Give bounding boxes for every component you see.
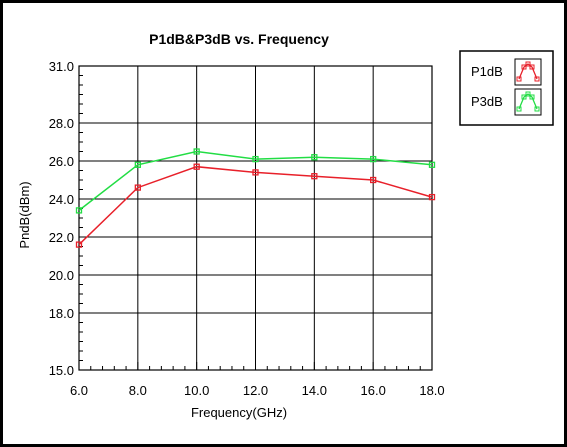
y-tick-label: 20.0 bbox=[49, 268, 74, 283]
y-tick-label: 15.0 bbox=[49, 363, 74, 378]
data-point-p1db bbox=[134, 184, 141, 191]
data-point-p3db bbox=[75, 207, 83, 214]
x-tick-label: 6.0 bbox=[70, 383, 88, 398]
x-axis-label: Frequency(GHz) bbox=[191, 405, 287, 420]
legend-marker-p3db bbox=[529, 94, 535, 100]
legend-marker-p3db bbox=[534, 106, 540, 112]
data-point-p1db bbox=[311, 173, 318, 180]
chart-title: P1dB&P3dB vs. Frequency bbox=[149, 31, 329, 47]
data-point-p1db bbox=[75, 241, 83, 248]
data-point-p1db bbox=[193, 163, 200, 170]
legend-label-p1db: P1dB bbox=[471, 64, 503, 79]
data-point-p3db bbox=[370, 155, 377, 163]
x-tick-label: 10.0 bbox=[184, 383, 209, 398]
data-point-p1db bbox=[252, 169, 259, 176]
y-tick-label: 28.0 bbox=[49, 116, 74, 131]
legend-marker-p1db bbox=[525, 61, 531, 67]
y-tick-label: 18.0 bbox=[49, 306, 74, 321]
x-tick-label: 12.0 bbox=[243, 383, 268, 398]
legend-line-p3db bbox=[518, 93, 538, 110]
data-point-p3db bbox=[193, 148, 200, 155]
y-tick-label: 24.0 bbox=[49, 192, 74, 207]
data-point-p1db bbox=[428, 193, 436, 201]
y-tick-label: 31.0 bbox=[49, 59, 74, 74]
x-tick-label: 8.0 bbox=[129, 383, 147, 398]
legend-marker-p1db bbox=[529, 64, 535, 70]
legend-marker-p1db bbox=[516, 76, 522, 82]
chart: P1dB&P3dB vs. Frequency 15.0 18.0 20.0 22.0… bbox=[17, 31, 554, 420]
data-point-p1db bbox=[370, 176, 377, 184]
legend-line-p1db bbox=[518, 63, 538, 80]
y-tick-label: 26.0 bbox=[49, 154, 74, 169]
legend-marker-p3db bbox=[521, 94, 527, 100]
x-tick-label: 16.0 bbox=[361, 383, 386, 398]
y-tick-label: 22.0 bbox=[49, 230, 74, 245]
x-tick-label: 14.0 bbox=[302, 383, 327, 398]
data-point-p3db bbox=[252, 155, 259, 163]
plot-area: 15.0 18.0 20.0 22.0 24.0 26.0 28.0 31.0 6.0 8.0 10… bbox=[49, 59, 445, 398]
legend-marker-p3db bbox=[525, 91, 531, 97]
legend-marker-p1db bbox=[521, 64, 527, 70]
data-point-p3db bbox=[134, 161, 141, 168]
legend: P1dB P3dB bbox=[459, 50, 554, 126]
series-line-p3db bbox=[78, 150, 433, 211]
legend-marker-p1db bbox=[534, 76, 540, 82]
legend-label-p3db: P3dB bbox=[471, 94, 503, 109]
x-tick-label: 18.0 bbox=[419, 383, 444, 398]
legend-marker-p3db bbox=[516, 106, 522, 112]
data-point-p3db bbox=[428, 161, 436, 168]
y-axis-label: PndB(dBm) bbox=[17, 181, 32, 248]
data-point-p3db bbox=[311, 154, 318, 161]
series-line-p1db bbox=[78, 165, 433, 246]
